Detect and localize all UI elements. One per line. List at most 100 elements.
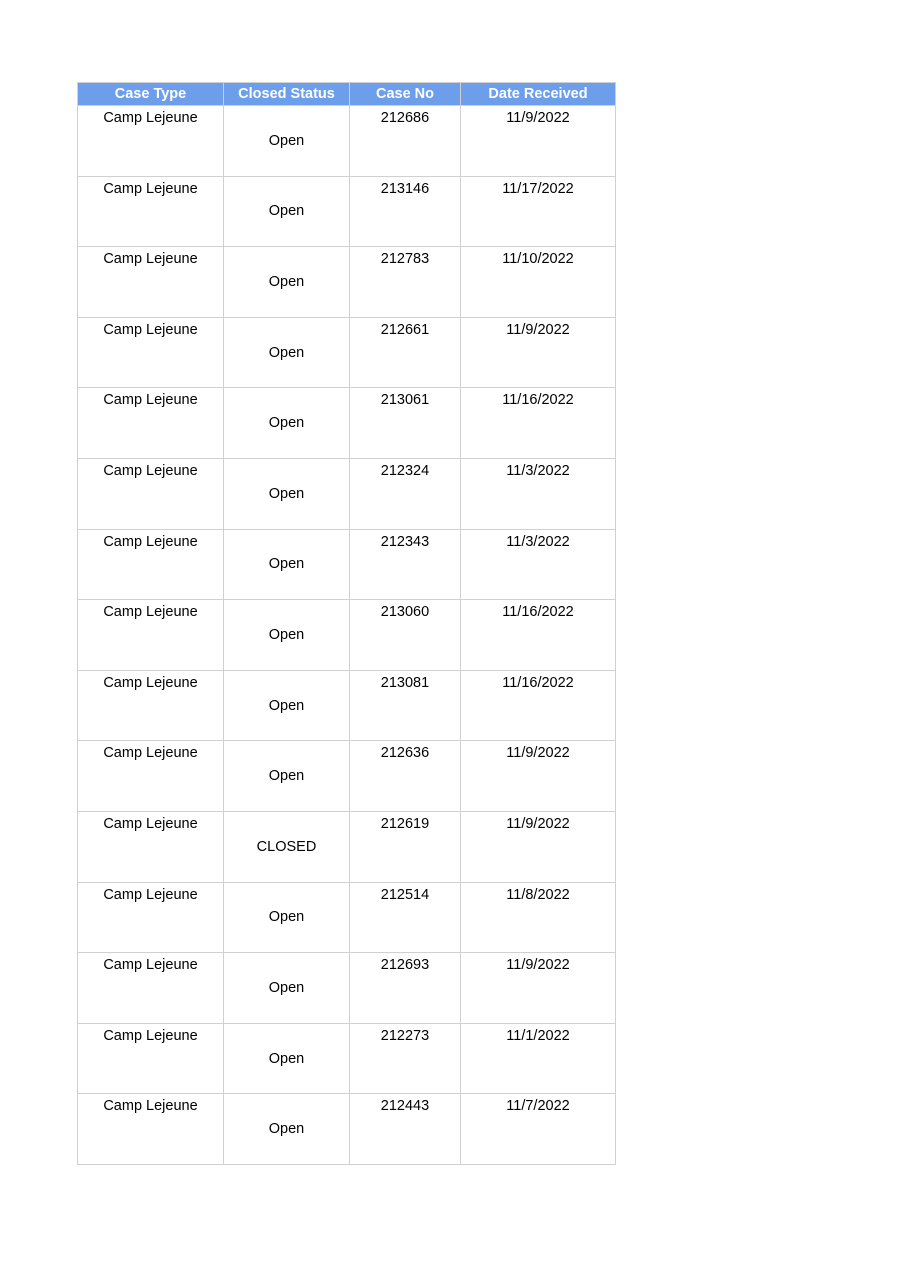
case-type-text: Camp Lejeune [103,1098,198,1115]
case-type-cell: Camp Lejeune [77,740,224,812]
closed-status-cell: Open [223,599,350,671]
case-type-cell: Camp Lejeune [77,669,224,742]
case-no-cell: 212686 [349,105,461,177]
case-type-cell: Camp Lejeune [77,105,224,177]
header-closed-status: Closed Status [223,82,350,106]
date-received-cell: 11/3/2022 [460,528,616,601]
date-received-cell: 11/10/2022 [460,246,616,318]
case-no-text: 213081 [380,674,430,691]
date-received-cell: 11/9/2022 [460,810,616,883]
case-type-cell: Camp Lejeune [77,1093,224,1165]
case-no-cell: 212783 [349,246,461,318]
case-type-text: Camp Lejeune [103,251,198,268]
table-row: Camp Lejeune Open 213061 11/16/2022 [77,387,616,459]
case-no-text: 212273 [380,1027,430,1044]
case-type-cell: Camp Lejeune [77,457,224,530]
closed-status-text: Open [268,273,305,290]
date-received-text: 11/3/2022 [506,462,570,479]
case-type-text: Camp Lejeune [103,321,198,338]
date-received-cell: 11/9/2022 [460,105,616,177]
case-no-cell: 212324 [349,457,461,530]
case-type-cell: Camp Lejeune [77,881,224,954]
case-no-text: 212443 [380,1098,430,1115]
case-no-cell: 213081 [349,669,461,742]
closed-status-text: Open [268,909,305,926]
table-row: Camp Lejeune Open 213060 11/16/2022 [77,599,616,671]
case-type-text: Camp Lejeune [103,815,198,832]
case-no-text: 212514 [380,886,430,903]
closed-status-cell: Open [223,316,350,389]
table-row: Camp Lejeune Open 212514 11/8/2022 [77,881,616,954]
table-row: Camp Lejeune Open 212443 11/7/2022 [77,1093,616,1165]
closed-status-text: Open [268,1050,305,1067]
header-case-no: Case No [349,82,461,106]
table-header: Case Type Closed Status Case No Date Rec… [77,82,616,106]
case-type-text: Camp Lejeune [103,957,198,974]
case-type-cell: Camp Lejeune [77,1022,224,1095]
date-received-text: 11/9/2022 [506,321,570,338]
date-received-text: 11/9/2022 [506,745,570,762]
case-type-text: Camp Lejeune [103,462,198,479]
date-received-cell: 11/3/2022 [460,457,616,530]
case-type-text: Camp Lejeune [103,604,198,621]
case-no-text: 212619 [380,815,430,832]
closed-status-text: Open [268,979,305,996]
case-no-cell: 212636 [349,740,461,812]
case-no-text: 212686 [380,110,430,126]
cases-table: Case Type Closed Status Case No Date Rec… [77,82,616,1165]
date-received-text: 11/9/2022 [506,957,570,974]
case-type-cell: Camp Lejeune [77,246,224,318]
table-row: Camp Lejeune Open 213081 11/16/2022 [77,669,616,742]
case-no-cell: 212273 [349,1022,461,1095]
case-type-cell: Camp Lejeune [77,387,224,459]
closed-status-cell: Open [223,457,350,530]
table-row: Camp Lejeune Open 212636 11/9/2022 [77,740,616,812]
case-type-text: Camp Lejeune [103,886,198,903]
case-no-text: 213061 [380,392,430,409]
header-date-received: Date Received [460,82,616,106]
date-received-text: 11/8/2022 [506,886,570,903]
table-body: Camp Lejeune Open 212686 11/9/2022 Camp Leje… [77,105,616,1165]
table-row: Camp Lejeune Open 212783 11/10/2022 [77,246,616,318]
case-type-cell: Camp Lejeune [77,810,224,883]
case-no-cell: 212443 [349,1093,461,1165]
closed-status-cell: Open [223,952,350,1024]
case-type-text: Camp Lejeune [103,745,198,762]
closed-status-text: Open [268,556,305,573]
table-row: Camp Lejeune Open 212343 11/3/2022 [77,528,616,601]
date-received-text: 11/10/2022 [502,251,574,268]
date-received-text: 11/16/2022 [502,604,574,621]
case-no-text: 212661 [380,321,430,338]
closed-status-cell: Open [223,105,350,177]
table-row: Camp Lejeune CLOSED 212619 11/9/2022 [77,810,616,883]
date-received-text: 11/9/2022 [506,110,570,126]
case-no-cell: 213146 [349,175,461,248]
closed-status-text: Open [268,415,305,432]
table-row: Camp Lejeune Open 213146 11/17/2022 [77,175,616,248]
case-no-text: 212783 [380,251,430,268]
closed-status-text: Open [268,485,305,502]
date-received-text: 11/16/2022 [502,392,574,409]
date-received-text: 11/9/2022 [506,815,570,832]
closed-status-cell: Open [223,387,350,459]
case-no-text: 213146 [380,180,430,197]
closed-status-text: CLOSED [256,838,317,855]
date-received-text: 11/7/2022 [506,1098,570,1115]
case-no-text: 213060 [380,604,430,621]
case-type-text: Camp Lejeune [103,110,198,126]
case-no-cell: 213060 [349,599,461,671]
date-received-cell: 11/16/2022 [460,669,616,742]
closed-status-cell: Open [223,1022,350,1095]
closed-status-text: Open [268,132,305,149]
closed-status-text: Open [268,344,305,361]
closed-status-cell: Open [223,740,350,812]
case-no-cell: 212343 [349,528,461,601]
header-row: Case Type Closed Status Case No Date Rec… [77,82,616,106]
date-received-text: 11/17/2022 [502,180,574,197]
closed-status-text: Open [268,697,305,714]
closed-status-cell: CLOSED [223,810,350,883]
case-type-cell: Camp Lejeune [77,952,224,1024]
closed-status-text: Open [268,203,305,220]
closed-status-text: Open [268,768,305,785]
header-case-type: Case Type [77,82,224,106]
